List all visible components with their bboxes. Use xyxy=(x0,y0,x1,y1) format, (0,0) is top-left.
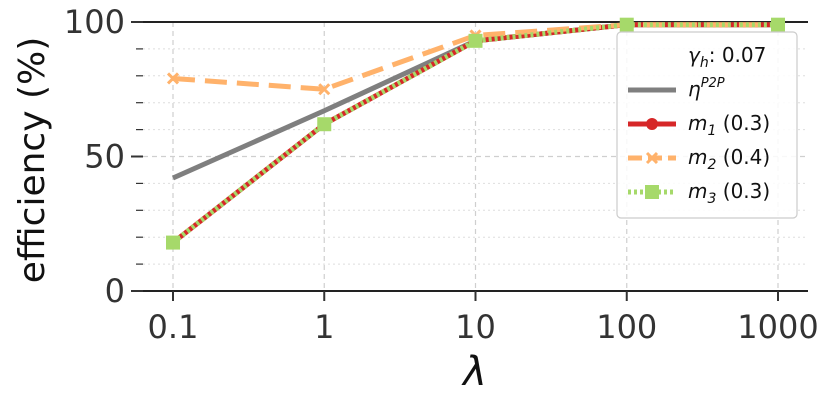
data-point-m2 xyxy=(318,83,331,96)
legend-swatch-marker xyxy=(645,185,659,199)
legend-box xyxy=(616,31,798,219)
x-tick-label: 10 xyxy=(455,308,496,346)
legend-item-eta: ηP2P xyxy=(628,76,725,101)
legend-item-m2: m2 (0.4) xyxy=(628,145,770,173)
series xyxy=(166,17,785,250)
data-point-m2 xyxy=(166,72,180,85)
legend-label-m3: m3 (0.3) xyxy=(688,179,770,207)
y-tick-label: 100 xyxy=(64,3,125,41)
x-axis-label: λ xyxy=(461,349,487,395)
legend-label-m2: m2 (0.4) xyxy=(688,145,770,173)
x-marker-stroke xyxy=(318,83,331,96)
x-tick-label: 0.1 xyxy=(148,308,199,346)
x-marker-stroke xyxy=(166,72,180,85)
x-tick-label: 1 xyxy=(314,308,334,346)
legend-label-eta: ηP2P xyxy=(688,76,725,101)
tick-labels: 0 50 100 0.1 1 10 100 1000 xyxy=(64,3,819,346)
y-axis-label: efficiency (%) xyxy=(12,37,53,284)
x-tick-label: 100 xyxy=(596,308,657,346)
x-marker-stroke xyxy=(645,151,659,165)
y-tick-label: 50 xyxy=(84,138,125,176)
y-tick-label: 0 xyxy=(105,272,125,310)
series-line-m3 xyxy=(171,22,778,245)
data-point-m3 xyxy=(771,17,785,32)
data-point-m3 xyxy=(317,117,332,132)
legend-swatch-marker xyxy=(645,151,659,165)
legend-swatch-marker xyxy=(646,118,658,130)
series-line-m2 xyxy=(172,22,778,92)
axes xyxy=(131,21,808,301)
data-point-m3 xyxy=(468,33,483,48)
legend: γh: 0.07 ηP2P m1 (0.3) m2 (0.4) m3 (0.3) xyxy=(616,31,798,219)
grid xyxy=(143,22,808,291)
x-tick-label: 1000 xyxy=(737,308,818,346)
legend-item-m3: m3 (0.3) xyxy=(628,179,770,207)
legend-label-m1: m1 (0.3) xyxy=(688,111,770,139)
data-point-m3 xyxy=(619,17,634,32)
data-point-m3 xyxy=(166,235,180,250)
legend-item-m1: m1 (0.3) xyxy=(628,111,770,139)
series-m3 xyxy=(166,17,785,250)
legend-title: γh: 0.07 xyxy=(688,43,766,71)
